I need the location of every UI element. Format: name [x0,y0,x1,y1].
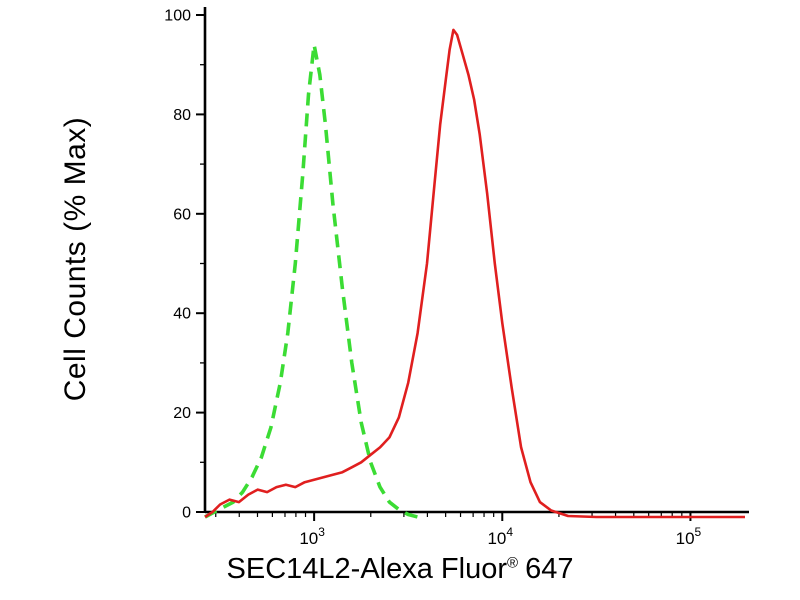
axis-ticks [196,14,692,521]
y-tick-label: 40 [173,306,191,323]
y-tick-label: 80 [173,107,191,124]
axes [203,7,749,514]
x-axis-title-suffix: 647 [525,553,574,585]
y-tick-label: 0 [182,505,191,522]
registered-trademark-symbol: ® [507,554,519,572]
axis-tick-labels: 0 20 40 60 80 100 103 104 105 [164,8,701,549]
x-axis-title-main: SEC14L2-Alexa Fluor [226,553,508,585]
x-tick-label: 104 [487,525,513,548]
y-tick-label: 100 [164,8,191,25]
red-solid-curve [204,28,745,519]
series-curves [204,28,745,519]
y-tick-label: 60 [173,206,191,223]
x-tick-label: 105 [676,525,702,548]
x-axis-title: SEC14L2-Alexa Fluor® 647 [0,553,800,586]
green-dashed-curve [204,43,419,519]
y-tick-label: 20 [173,405,191,422]
x-tick-label: 103 [299,525,325,548]
